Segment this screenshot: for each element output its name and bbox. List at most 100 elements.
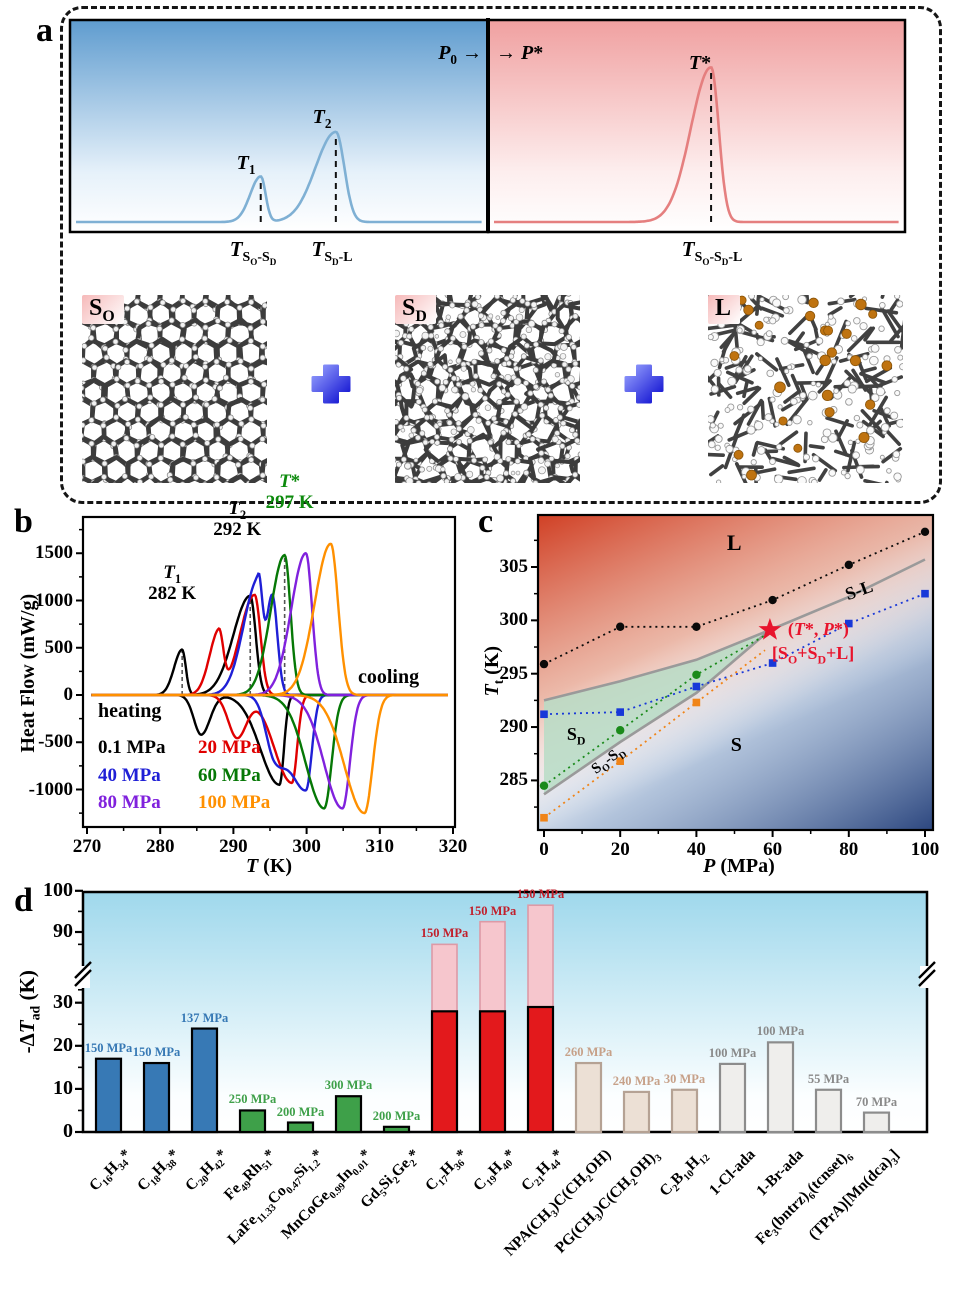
tick-label-y: 1000 [35,589,73,611]
bar [286,1121,315,1134]
panel-a-letter: a [36,12,53,49]
structure-image-disordered [395,295,580,483]
annotation: T* 297 K [265,471,314,514]
bar [862,1111,891,1134]
cooling-label: cooling [358,666,420,688]
plus-icon [311,364,351,404]
axis-label-tso-sd-l: TSO-SD-L [681,237,743,267]
pressure-label: 240 MPa [612,1073,661,1088]
bar-extrapolated [431,943,458,1013]
bar [766,1041,795,1134]
tick-label-y: -500 [38,731,73,753]
schematic-curve-high-pressure [494,66,899,224]
series-line [543,649,766,819]
tick-label-y: 0 [63,684,74,705]
pressure-label: 260 MPa [564,1045,613,1060]
axis-label-tsd-l: TSD-L [311,237,353,267]
annotation: T2 292 K [213,497,262,541]
tick-label-x: 0 [539,839,549,860]
bar [382,1125,411,1134]
bar [238,1109,267,1134]
region-label: S [730,734,742,757]
tick-label-y: 20 [53,1033,73,1056]
pressure-label: 150 MPa [420,926,469,941]
tick-label-y: 300 [499,609,529,631]
legend-item: 60 MPa [198,764,261,786]
bar [670,1088,699,1134]
pressure-label: 137 MPa [180,1010,229,1025]
bar [334,1095,363,1134]
structure-label-l: L [708,295,741,324]
dsc-curve-cooling-100MPa [91,542,448,697]
bar [94,1057,123,1134]
tick-label-x: 40 [686,839,706,860]
tick-label-x: 20 [610,839,630,860]
star-label-2: [SO+SD+L] [771,642,855,667]
peak-label-tstar: T* [688,52,712,74]
pressure-arrow-left: P0 → [438,42,482,67]
schematic-curve-low-pressure [76,130,482,224]
annotation: T1 282 K [148,561,197,604]
legend-item: 100 MPa [198,792,271,813]
pressure-label: 150 MPa [132,1045,181,1060]
bar [718,1062,747,1134]
legend-item: 40 MPa [98,764,161,786]
bar [478,1010,507,1134]
tick-label-x: 100 [910,839,940,860]
legend-item: 0.1 MPa [98,737,166,758]
pressure-label: 100 MPa [708,1045,757,1060]
tick-label-y: -1000 [28,778,73,800]
plus-icon [624,364,664,404]
pressure-label: 100 MPa [756,1024,805,1039]
pressure-label: 70 MPa [855,1094,898,1109]
pressure-label: 30 MPa [663,1071,706,1086]
star-label: (T*, P*) [787,618,849,639]
pressure-label: 150 MPa [468,903,517,918]
triple-point-star [758,618,782,640]
tick-label-y: 290 [499,716,529,738]
legend-item: 20 MPa [198,737,261,758]
bar [430,1010,459,1134]
tick-label-y: 295 [499,662,529,684]
tick-label-x: 270 [72,836,102,857]
pressure-label: 150 MPa [84,1040,133,1055]
panel-b-xlabel: T (K) [245,855,293,877]
heating-label: heating [98,700,162,722]
panel-b-letter: b [14,503,33,540]
tick-label-y: 10 [53,1076,73,1099]
panel-c-letter: c [478,503,494,540]
legend-item: 80 MPa [98,792,161,813]
bar [574,1061,603,1134]
tick-label-x: 60 [763,839,783,860]
bar [814,1088,843,1134]
pressure-label: 250 MPa [228,1092,277,1107]
tick-label-x: 320 [438,836,468,857]
bar [142,1061,171,1134]
tick-label-x: 80 [839,839,859,860]
peak-label-t2: T2 [312,106,332,131]
bar [622,1090,651,1134]
tick-label-y: 90 [53,920,73,942]
bar-extrapolated [527,904,554,1008]
tick-label-y: 1500 [35,542,73,564]
tick-label-y: 285 [499,769,529,791]
structure-label-sd: SD [395,295,436,324]
pressure-label: 300 MPa [324,1078,373,1093]
tick-label-y: 100 [43,878,73,901]
pressure-label: 200 MPa [372,1108,421,1123]
bar-extrapolated [479,920,506,1013]
bar [190,1027,219,1134]
tick-label-y: 500 [44,636,74,658]
structure-image-ordered [82,295,267,483]
panel-c-xlabel: P (MPa) [703,855,775,877]
axis-label-tso-sd: TSO-SD [229,237,277,267]
region-label: L [726,530,742,556]
panel-a-border [60,6,942,504]
tick-label-y: 305 [499,556,529,577]
structure-label-so: SO [82,295,124,324]
pressure-arrow-right: → P* [496,42,544,64]
pressure-label: 150 MPa [516,887,565,902]
region-label: SD [566,724,586,749]
